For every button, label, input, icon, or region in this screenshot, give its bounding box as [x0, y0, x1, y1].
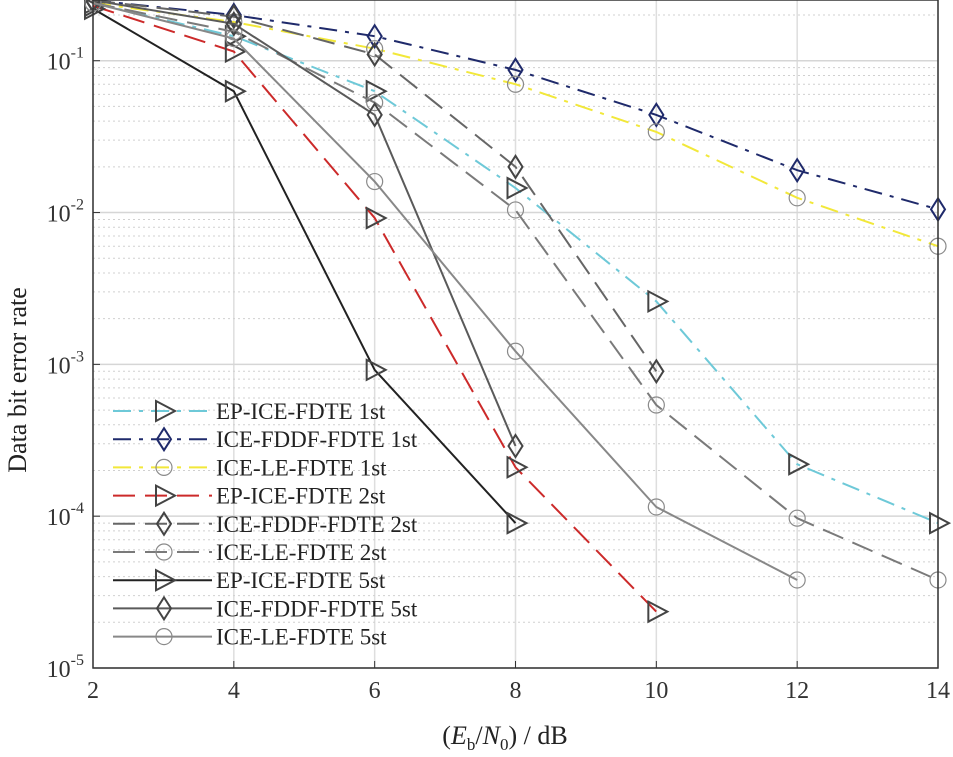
series-line [92, 2, 939, 581]
triangle-marker [365, 358, 388, 382]
circle-marker [155, 458, 173, 476]
legend-item: ICE-FDDF-FDTE 1st [113, 426, 418, 453]
series-ice-le-fdte-5st [84, 0, 806, 589]
circle-marker [647, 123, 665, 141]
legend-label: ICE-LE-FDTE 5st [216, 625, 387, 650]
triangle-marker [506, 511, 529, 535]
legend-label: ICE-FDDF-FDTE 5st [216, 596, 418, 621]
diamond-marker [155, 510, 173, 537]
circle-marker [788, 509, 806, 527]
triangle-marker [506, 455, 529, 479]
y-tick-label: 10-5 [47, 652, 84, 683]
legend-label: ICE-LE-FDTE 2st [216, 540, 387, 565]
circle-marker [788, 189, 806, 207]
legend-label: EP-ICE-FDTE 1st [216, 399, 386, 424]
diamond-marker [155, 595, 173, 622]
x-tick-label: 2 [87, 678, 99, 704]
series-line [92, 7, 517, 524]
legend-item: ICE-LE-FDTE 5st [113, 625, 387, 650]
legend-item: EP-ICE-FDTE 5st [113, 568, 386, 593]
triangle-marker [929, 511, 952, 535]
legend-label: ICE-LE-FDTE 1st [216, 455, 387, 480]
triangle-marker [365, 206, 388, 230]
x-tick-label: 4 [228, 678, 240, 704]
legend-item: ICE-FDDF-FDTE 5st [113, 595, 418, 622]
triangle-marker [647, 289, 670, 314]
triangle-marker [155, 568, 178, 592]
legend-item: EP-ICE-FDTE 1st [113, 399, 386, 424]
series-layer [84, 0, 952, 624]
x-tick-label: 14 [926, 678, 950, 704]
triangle-marker [506, 176, 529, 200]
diamond-marker [507, 153, 524, 180]
diamond-marker [366, 41, 383, 68]
series-line [92, 2, 798, 581]
triangle-marker [365, 79, 388, 103]
diamond-marker [366, 23, 383, 50]
series-line [92, 4, 658, 613]
legend-item: EP-ICE-FDTE 2st [113, 484, 386, 509]
y-axis-label: Data bit error rate [3, 287, 32, 473]
circle-marker [225, 29, 243, 48]
triangle-marker [155, 483, 178, 508]
circle-marker [155, 627, 173, 646]
circle-marker [788, 571, 806, 589]
circle-marker [647, 396, 665, 414]
x-axis-label: (Eb/N0) / dB [442, 721, 567, 754]
triangle-marker [647, 600, 670, 624]
legend-item: ICE-LE-FDTE 2st [113, 540, 387, 565]
circle-marker [506, 201, 525, 219]
series-line [92, 0, 939, 211]
diamond-marker [366, 101, 383, 128]
diamond-marker [507, 433, 524, 459]
diamond-marker [155, 426, 173, 453]
circle-marker [647, 498, 665, 516]
circle-marker [506, 75, 525, 93]
circle-marker [506, 342, 525, 360]
legend-item: ICE-FDDF-FDTE 2st [113, 510, 418, 537]
series-line [92, 2, 939, 248]
triangle-marker [155, 399, 178, 423]
diamond-marker [788, 157, 806, 184]
triangle-marker [224, 79, 247, 103]
x-tick-label: 6 [369, 678, 381, 704]
legend: EP-ICE-FDTE 1st ICE-FDDF-FDTE 1st ICE-LE-F… [113, 399, 418, 650]
diamond-marker [507, 57, 524, 83]
x-tick-labels: 2 4 6 8 10 12 14 [87, 661, 950, 704]
series-ep-ice-fdte-5st [84, 0, 529, 535]
series-line [92, 0, 517, 447]
legend-label: EP-ICE-FDTE 2st [216, 484, 386, 509]
series-line [92, 2, 939, 525]
legend-label: ICE-FDDF-FDTE 2st [216, 512, 418, 537]
y-tick-label: 10-2 [47, 197, 84, 228]
y-tick-labels: 10-1 10-2 10-3 10-4 10-5 [47, 45, 100, 683]
circle-marker [366, 40, 384, 58]
legend-label: ICE-FDDF-FDTE 1st [216, 427, 418, 452]
diamond-marker [648, 101, 665, 128]
x-tick-label: 10 [644, 678, 668, 704]
circle-marker [155, 543, 173, 561]
x-tick-label: 8 [510, 678, 522, 704]
y-tick-label: 10-4 [47, 500, 84, 531]
triangle-marker [788, 452, 811, 476]
y-tick-label: 10-3 [47, 348, 84, 379]
diamond-marker [225, 3, 243, 30]
diamond-marker [225, 10, 243, 37]
x-tick-label: 12 [785, 678, 809, 704]
circle-marker [366, 172, 384, 191]
y-tick-label: 10-1 [47, 45, 84, 76]
series-line [92, 0, 658, 372]
legend-label: EP-ICE-FDTE 5st [216, 568, 386, 593]
circle-marker [366, 93, 384, 112]
diamond-marker [648, 358, 665, 385]
legend-item: ICE-LE-FDTE 1st [113, 455, 387, 480]
